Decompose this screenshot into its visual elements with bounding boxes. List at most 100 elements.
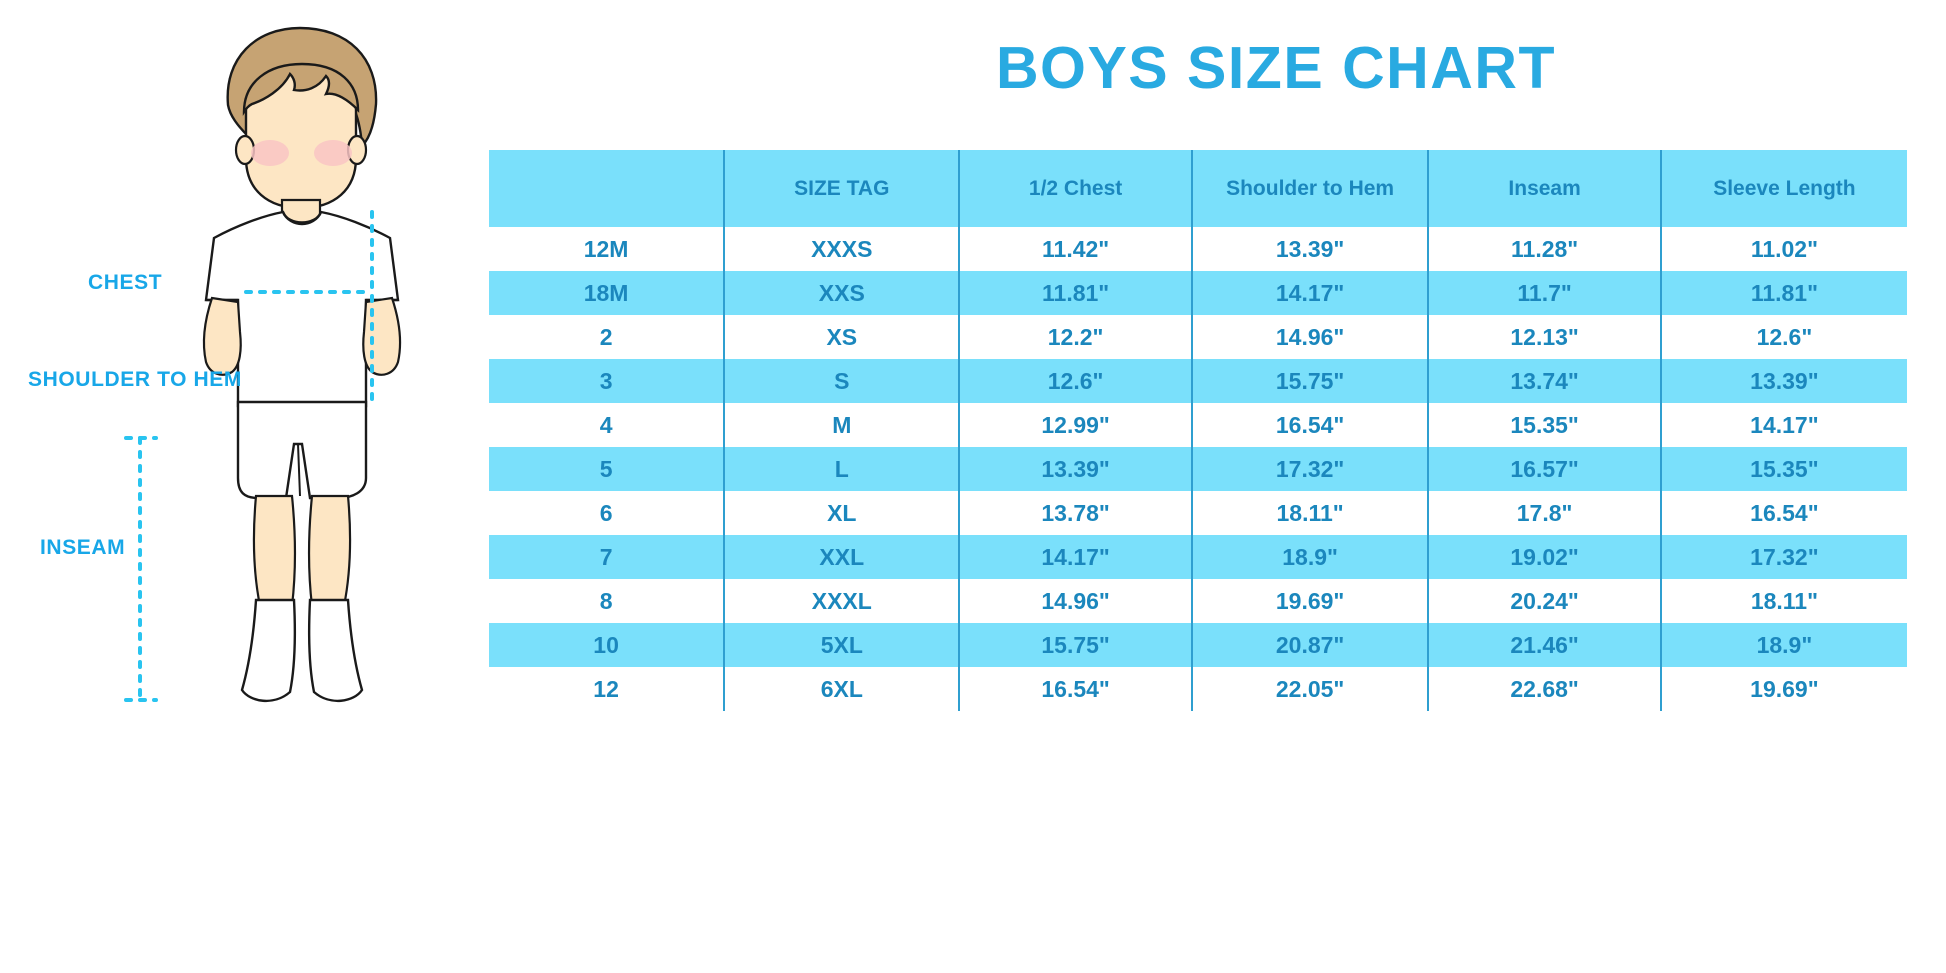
cell-size-tag: M xyxy=(723,403,960,447)
leg-left xyxy=(252,494,297,608)
cell-shoulder-to-hem: 16.54" xyxy=(1190,403,1429,447)
cell-size: 6 xyxy=(489,491,725,535)
arm-left xyxy=(202,296,242,376)
cell-size-tag: L xyxy=(723,447,960,491)
cell-half-chest: 13.78" xyxy=(958,491,1192,535)
table-header: SIZE TAG 1/2 Chest Shoulder to Hem Inseam Sl… xyxy=(489,150,1907,227)
cell-inseam: 12.13" xyxy=(1427,315,1661,359)
cell-size-tag: XXXS xyxy=(723,227,960,271)
cell-inseam: 21.46" xyxy=(1427,623,1661,667)
table-row: 8 XXXL 14.96" 19.69" 20.24" 18.11" xyxy=(489,579,1907,623)
column-header-1-2-chest: 1/2 Chest xyxy=(958,150,1192,227)
page-title: BOYS SIZE CHART xyxy=(995,35,1557,101)
table-row: 12M XXXS 11.42" 13.39" 11.28" 11.02" xyxy=(489,227,1907,271)
cell-half-chest: 14.96" xyxy=(958,579,1192,623)
inseam-measure-label: INSEAM xyxy=(40,536,126,559)
cell-half-chest: 14.17" xyxy=(958,535,1192,579)
table-row: 3 S 12.6" 15.75" 13.74" 13.39" xyxy=(489,359,1907,403)
cell-inseam: 13.74" xyxy=(1427,359,1661,403)
table-row: 2 XS 12.2" 14.96" 12.13" 12.6" xyxy=(489,315,1907,359)
cell-half-chest: 15.75" xyxy=(958,623,1192,667)
shorts-shape xyxy=(236,400,368,500)
cell-size-tag: 6XL xyxy=(723,667,960,711)
cell-sleeve-length: 18.11" xyxy=(1659,579,1907,623)
cell-half-chest: 13.39" xyxy=(958,447,1192,491)
size-chart-table: SIZE TAG 1/2 Chest Shoulder to Hem Inseam Sl… xyxy=(489,150,1907,711)
cell-size-tag: XXS xyxy=(723,271,960,315)
column-header-shoulder-to-hem: Shoulder to Hem xyxy=(1190,150,1429,227)
table-row: 18M XXS 11.81" 14.17" 11.7" 11.81" xyxy=(489,271,1907,315)
boy-figure-illustration xyxy=(124,26,402,702)
cell-sleeve-length: 19.69" xyxy=(1659,667,1907,711)
cell-shoulder-to-hem: 13.39" xyxy=(1190,227,1429,271)
cell-sleeve-length: 14.17" xyxy=(1659,403,1907,447)
cell-shoulder-to-hem: 18.11" xyxy=(1190,491,1429,535)
cell-inseam: 20.24" xyxy=(1427,579,1661,623)
ear-left xyxy=(234,134,256,166)
shoe-left xyxy=(240,598,296,702)
cheek-left xyxy=(251,140,289,166)
cell-sleeve-length: 16.54" xyxy=(1659,491,1907,535)
arm-right xyxy=(362,296,402,376)
cell-size-tag: XS xyxy=(723,315,960,359)
cell-size: 12 xyxy=(489,667,725,711)
size-table-container: SIZE TAG 1/2 Chest Shoulder to Hem Inseam Sl… xyxy=(489,150,1907,711)
cell-inseam: 11.28" xyxy=(1427,227,1661,271)
cell-half-chest: 16.54" xyxy=(958,667,1192,711)
cheek-right xyxy=(314,140,352,166)
cell-inseam: 22.68" xyxy=(1427,667,1661,711)
cell-half-chest: 11.81" xyxy=(958,271,1192,315)
cell-half-chest: 12.2" xyxy=(958,315,1192,359)
cell-sleeve-length: 13.39" xyxy=(1659,359,1907,403)
cell-shoulder-to-hem: 22.05" xyxy=(1190,667,1429,711)
cell-size-tag: XXXL xyxy=(723,579,960,623)
cell-shoulder-to-hem: 15.75" xyxy=(1190,359,1429,403)
cell-size: 4 xyxy=(489,403,725,447)
cell-shoulder-to-hem: 20.87" xyxy=(1190,623,1429,667)
cell-size: 18M xyxy=(489,271,725,315)
cell-sleeve-length: 11.02" xyxy=(1659,227,1907,271)
cell-inseam: 11.7" xyxy=(1427,271,1661,315)
cell-shoulder-to-hem: 19.69" xyxy=(1190,579,1429,623)
table-row: 4 M 12.99" 16.54" 15.35" 14.17" xyxy=(489,403,1907,447)
cell-size-tag: 5XL xyxy=(723,623,960,667)
column-header-sleeve-length: Sleeve Length xyxy=(1659,150,1907,227)
cell-half-chest: 12.6" xyxy=(958,359,1192,403)
cell-sleeve-length: 11.81" xyxy=(1659,271,1907,315)
cell-size-tag: XL xyxy=(723,491,960,535)
cell-size: 2 xyxy=(489,315,725,359)
shoulder-to-hem-measure-label: SHOULDER TO HEM xyxy=(28,368,242,391)
cell-sleeve-length: 18.9" xyxy=(1659,623,1907,667)
cell-size: 3 xyxy=(489,359,725,403)
tshirt-collar xyxy=(281,211,323,226)
column-header-blank xyxy=(489,150,725,227)
cell-shoulder-to-hem: 18.9" xyxy=(1190,535,1429,579)
table-row: 12 6XL 16.54" 22.05" 22.68" 19.69" xyxy=(489,667,1907,711)
table-row: 10 5XL 15.75" 20.87" 21.46" 18.9" xyxy=(489,623,1907,667)
cell-inseam: 16.57" xyxy=(1427,447,1661,491)
cell-size: 12M xyxy=(489,227,725,271)
table-row: 7 XXL 14.17" 18.9" 19.02" 17.32" xyxy=(489,535,1907,579)
shorts-inseam-line xyxy=(297,443,301,497)
hair-fringe xyxy=(242,62,360,116)
cell-half-chest: 12.99" xyxy=(958,403,1192,447)
cell-inseam: 15.35" xyxy=(1427,403,1661,447)
leg-right xyxy=(307,494,352,608)
cell-sleeve-length: 17.32" xyxy=(1659,535,1907,579)
cell-shoulder-to-hem: 14.17" xyxy=(1190,271,1429,315)
cell-size: 7 xyxy=(489,535,725,579)
cell-sleeve-length: 15.35" xyxy=(1659,447,1907,491)
column-header-inseam: Inseam xyxy=(1427,150,1661,227)
table-row: 5 L 13.39" 17.32" 16.57" 15.35" xyxy=(489,447,1907,491)
table-row: 6 XL 13.78" 18.11" 17.8" 16.54" xyxy=(489,491,1907,535)
cell-shoulder-to-hem: 17.32" xyxy=(1190,447,1429,491)
cell-inseam: 19.02" xyxy=(1427,535,1661,579)
cell-half-chest: 11.42" xyxy=(958,227,1192,271)
cell-size: 10 xyxy=(489,623,725,667)
cell-inseam: 17.8" xyxy=(1427,491,1661,535)
cell-size: 8 xyxy=(489,579,725,623)
shoe-right xyxy=(308,598,364,702)
column-header-size-tag: SIZE TAG xyxy=(723,150,960,227)
cell-size: 5 xyxy=(489,447,725,491)
